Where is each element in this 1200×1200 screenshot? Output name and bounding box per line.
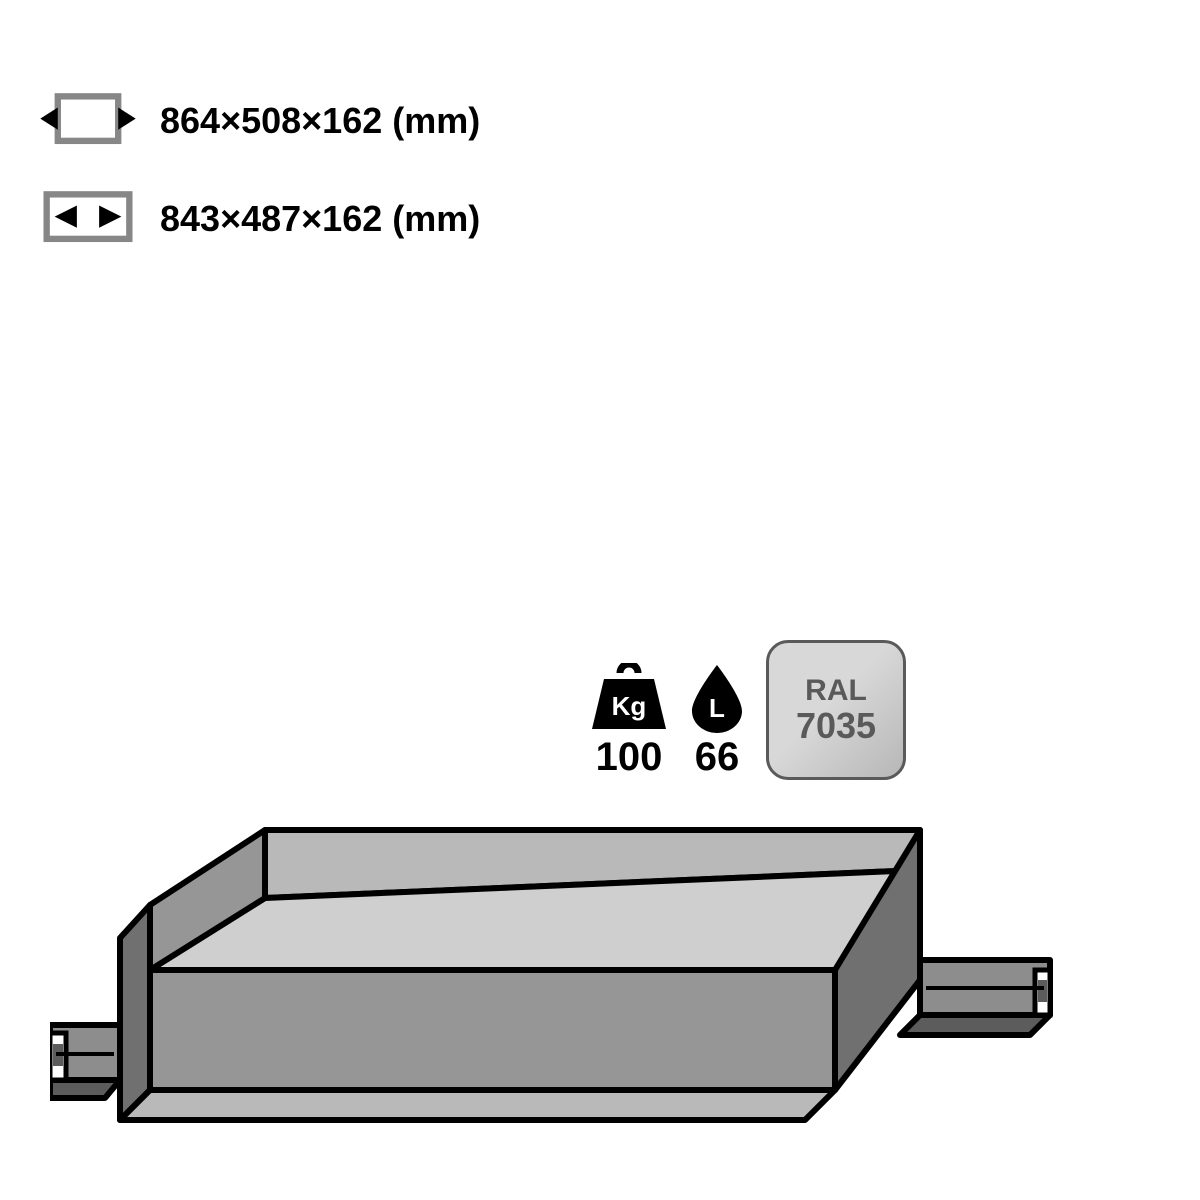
inner-dimension-label: 843×487×162 (mm)	[160, 198, 480, 240]
outer-dimension-row: 864×508×162 (mm)	[40, 90, 480, 152]
outer-dim-icon	[40, 90, 136, 152]
left-rail	[50, 1025, 120, 1098]
ral-badge: RAL 7035	[766, 640, 906, 780]
drawer-illustration	[50, 820, 1060, 1175]
spec-diagram: 864×508×162 (mm) 843×487×162 (mm) Kg 100	[0, 0, 1200, 1200]
weight-badge: Kg 100	[590, 663, 668, 780]
volume-unit: L	[709, 693, 725, 723]
ral-code: 7035	[796, 707, 876, 745]
drop-icon: L	[688, 663, 746, 733]
weight-unit: Kg	[612, 691, 647, 721]
weight-value: 100	[596, 735, 663, 780]
right-rail	[900, 960, 1050, 1035]
ral-color-chip: RAL 7035	[766, 640, 906, 780]
volume-badge: L 66	[688, 663, 746, 780]
volume-value: 66	[695, 735, 740, 780]
ral-label: RAL	[805, 675, 867, 707]
drawer-svg	[50, 820, 1060, 1170]
badges: Kg 100 L 66 RAL 7035	[590, 640, 906, 780]
weight-icon: Kg	[590, 663, 668, 733]
inner-dim-icon	[40, 188, 136, 250]
inner-dimension-row: 843×487×162 (mm)	[40, 188, 480, 250]
outer-dimension-label: 864×508×162 (mm)	[160, 100, 480, 142]
